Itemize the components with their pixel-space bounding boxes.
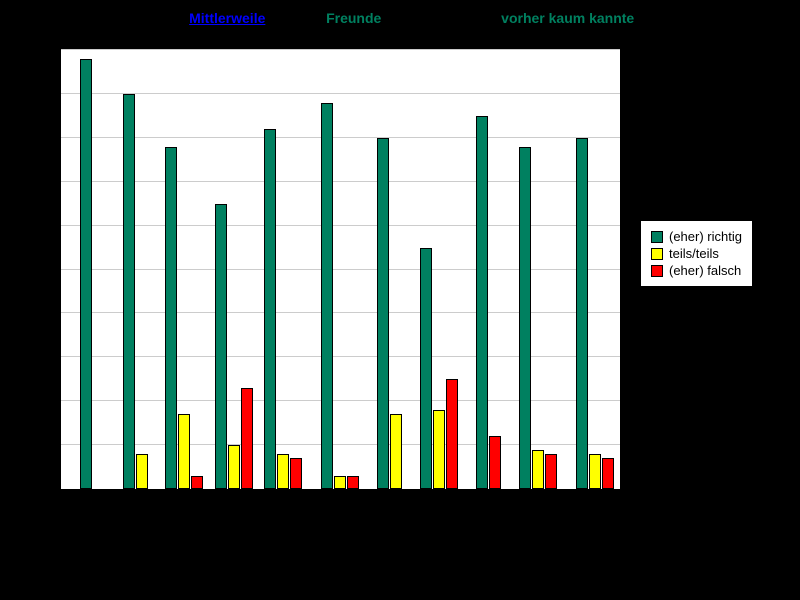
bar-group xyxy=(61,50,110,489)
legend: (eher) richtig teils/teils (eher) falsch xyxy=(640,220,753,287)
bar-group xyxy=(571,50,620,489)
bar xyxy=(290,458,302,489)
bar-group xyxy=(365,50,414,489)
bar-group xyxy=(464,50,513,489)
bar-group xyxy=(513,50,562,489)
bar xyxy=(165,147,177,489)
bar-groups xyxy=(61,50,620,489)
title-mid2: am Chaos, die ich xyxy=(385,10,497,26)
bar xyxy=(178,414,190,489)
title-pre: 18. xyxy=(166,10,185,26)
bar xyxy=(123,94,135,489)
title-mid1: habe ich xyxy=(269,10,322,26)
bar-group xyxy=(209,50,258,489)
bar xyxy=(277,454,289,489)
title-green1: Freunde xyxy=(326,10,381,26)
bar xyxy=(321,103,333,489)
bar xyxy=(215,204,227,489)
legend-item: (eher) falsch xyxy=(651,263,742,278)
bar-group xyxy=(110,50,159,489)
bar xyxy=(433,410,445,489)
bar xyxy=(476,116,488,489)
bar xyxy=(136,454,148,489)
legend-label: teils/teils xyxy=(669,246,719,261)
chart-title: 18. Mittlerweile habe ich Freunde am Cha… xyxy=(0,10,800,26)
bar xyxy=(446,379,458,489)
bar xyxy=(377,138,389,489)
bar-group xyxy=(258,50,307,489)
title-green2: vorher kaum kannte xyxy=(501,10,634,26)
bar xyxy=(576,138,588,489)
bar xyxy=(264,129,276,489)
legend-swatch xyxy=(651,231,663,243)
bar xyxy=(519,147,531,489)
legend-label: (eher) richtig xyxy=(669,229,742,244)
bar xyxy=(602,458,614,489)
bar xyxy=(532,450,544,490)
bar xyxy=(589,454,601,489)
bar xyxy=(390,414,402,489)
bar xyxy=(228,445,240,489)
legend-item: (eher) richtig xyxy=(651,229,742,244)
plot-area xyxy=(60,50,620,490)
legend-label: (eher) falsch xyxy=(669,263,741,278)
legend-item: teils/teils xyxy=(651,246,742,261)
bar xyxy=(191,476,203,489)
bar xyxy=(241,388,253,489)
bar xyxy=(347,476,359,489)
bar xyxy=(420,248,432,489)
bar xyxy=(80,59,92,489)
bar xyxy=(489,436,501,489)
bar-group xyxy=(160,50,209,489)
title-link[interactable]: Mittlerweile xyxy=(189,10,265,26)
legend-swatch xyxy=(651,248,663,260)
bar xyxy=(545,454,557,489)
bar xyxy=(334,476,346,489)
bar-group xyxy=(316,50,365,489)
bar-group xyxy=(415,50,464,489)
legend-swatch xyxy=(651,265,663,277)
